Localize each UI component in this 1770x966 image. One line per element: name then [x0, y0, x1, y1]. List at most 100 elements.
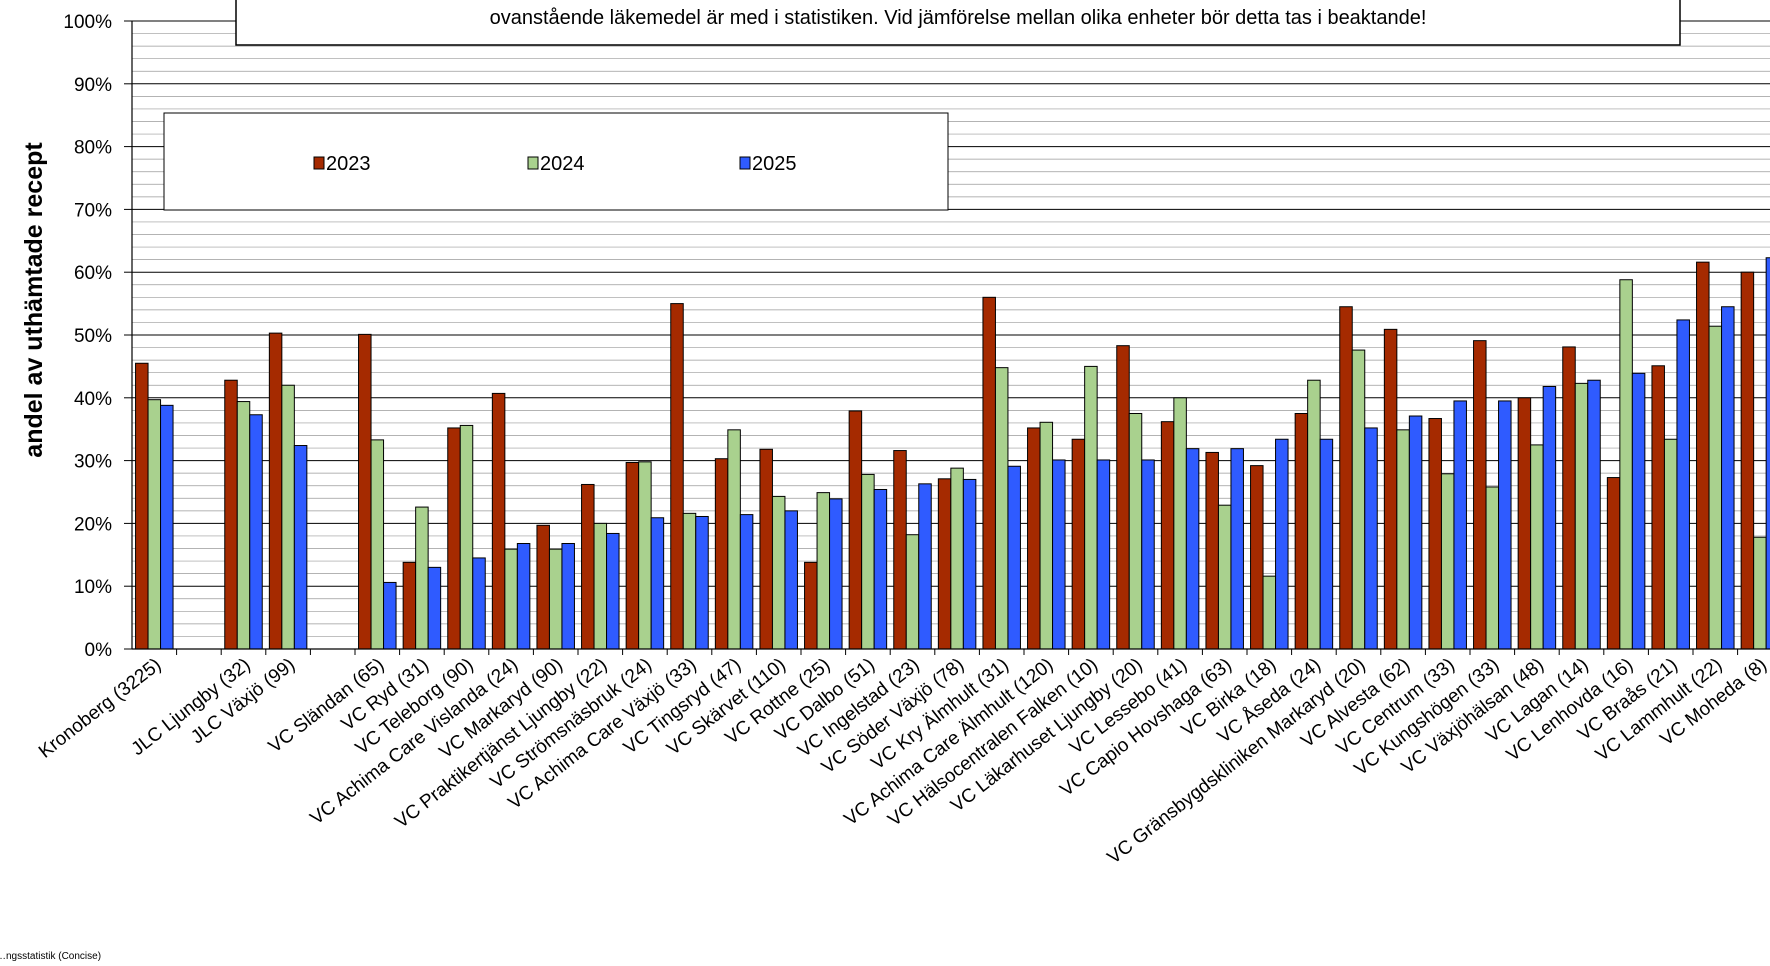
y-tick-label: 10% — [74, 577, 112, 598]
note-box: ovanstående läkemedel är med i statistik… — [235, 0, 1681, 46]
bar-2025 — [650, 517, 665, 650]
bar-2025 — [1319, 438, 1334, 650]
bar-2023 — [714, 458, 729, 650]
bar-2025 — [1631, 372, 1646, 650]
legend-swatch-2023 — [313, 156, 325, 170]
y-tick-label: 0% — [85, 640, 113, 661]
bar-2023 — [804, 561, 818, 650]
y-tick-labels: 0% 10% 20% 30% 40% 50% 60% 70% 80% 90% 100% — [63, 12, 112, 661]
bar-2024 — [459, 424, 474, 650]
bar-2023 — [224, 379, 238, 650]
bar-2023 — [1205, 451, 1219, 650]
bar-2025 — [1052, 459, 1066, 650]
legend: 2023 2024 2025 — [163, 112, 949, 211]
bar-2023 — [1562, 346, 1576, 650]
bar-2024 — [504, 548, 518, 650]
legend-label-2023: 2023 — [326, 153, 371, 175]
bar-2024 — [1262, 575, 1277, 650]
bar-2024 — [1440, 473, 1455, 650]
bar-2024 — [147, 399, 162, 650]
bar-2024 — [593, 522, 608, 650]
note-text: ovanstående läkemedel är med i statistik… — [490, 7, 1427, 29]
bar-2025 — [739, 514, 754, 650]
y-tick-label: 100% — [63, 12, 112, 33]
bar-2023 — [491, 392, 506, 650]
bar-2025 — [1587, 379, 1601, 650]
bar-2024 — [548, 548, 563, 650]
bar-2025 — [1364, 427, 1378, 650]
bar-2023 — [581, 483, 595, 650]
bar-2025 — [160, 404, 174, 650]
bar-2024 — [415, 506, 429, 650]
bar-2023 — [982, 296, 996, 650]
bar-2023 — [670, 303, 684, 650]
bar-2023 — [1606, 477, 1621, 650]
bar-2025 — [695, 515, 709, 650]
bar-2023 — [268, 332, 283, 650]
bar-2024 — [727, 429, 741, 650]
bar-2023 — [1071, 438, 1086, 650]
bar-2025 — [918, 483, 932, 650]
bar-2025 — [1498, 400, 1512, 650]
bar-2023 — [1027, 427, 1041, 650]
bar-2025 — [1542, 385, 1557, 650]
y-tick-label: 30% — [74, 452, 112, 473]
bars — [135, 257, 1770, 650]
bar-2023 — [1383, 328, 1398, 650]
bar-2023 — [536, 524, 550, 650]
bar-2023 — [402, 561, 417, 650]
bar-2024 — [638, 461, 652, 650]
x-tick-labels: Kronoberg (3225)JLC Ljungby (32)JLC Växj… — [35, 654, 1770, 868]
bar-2024 — [861, 473, 875, 650]
bar-2025 — [1230, 448, 1244, 650]
bar-2024 — [682, 512, 697, 650]
bar-2023 — [937, 478, 952, 650]
y-tick-label: 90% — [74, 75, 112, 96]
bar-2025 — [561, 542, 575, 650]
bar-2025 — [1275, 438, 1289, 650]
bar-2025 — [606, 532, 620, 650]
y-tick-label: 80% — [74, 138, 112, 159]
bar-2024 — [1084, 365, 1098, 650]
bar-2025 — [962, 478, 977, 650]
bar-2023 — [1473, 340, 1487, 650]
bar-2023 — [1116, 345, 1130, 650]
bar-2025 — [1408, 415, 1423, 650]
y-tick-label: 70% — [74, 200, 112, 221]
bar-2024 — [1039, 421, 1054, 650]
bar-2024 — [1663, 438, 1678, 650]
legend-label-2025: 2025 — [752, 153, 797, 175]
y-axis-label: andel av uthämtade recept — [20, 142, 48, 458]
bar-2025 — [1141, 459, 1155, 650]
bar-2024 — [1396, 429, 1410, 650]
legend-label-2024: 2024 — [540, 153, 585, 175]
legend-swatch-2025 — [739, 156, 751, 170]
bar-2023 — [1250, 465, 1264, 650]
bar-2024 — [950, 467, 964, 650]
bar-2023 — [759, 448, 773, 650]
bar-2024 — [370, 439, 385, 650]
bar-2025 — [516, 542, 531, 650]
bar-2025 — [293, 445, 308, 650]
bar-2025 — [1096, 459, 1111, 650]
bar-2024 — [1485, 486, 1500, 650]
bar-2023 — [447, 427, 461, 650]
bar-2024 — [905, 534, 920, 650]
bar-2024 — [281, 384, 295, 650]
bar-2025 — [1676, 319, 1690, 650]
bar-2024 — [994, 367, 1009, 650]
y-tick-label: 60% — [74, 263, 112, 284]
axes — [124, 20, 1770, 655]
bar-2024 — [1619, 279, 1633, 650]
y-tick-label: 50% — [74, 326, 112, 347]
bar-2024 — [1217, 504, 1232, 650]
bar-2023 — [135, 362, 149, 650]
bar-2024 — [236, 401, 251, 650]
bar-2025 — [784, 510, 798, 650]
bar-2025 — [1007, 465, 1021, 650]
bar-2025 — [1185, 448, 1200, 650]
bar-2023 — [625, 461, 640, 650]
bar-2025 — [427, 566, 442, 650]
